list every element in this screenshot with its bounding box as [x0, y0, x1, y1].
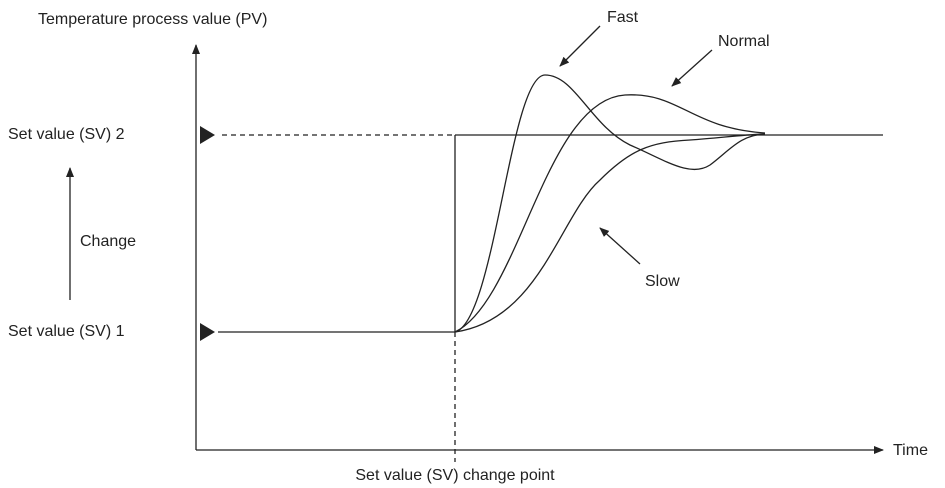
y-axis-label: Temperature process value (PV) — [38, 11, 267, 28]
slow-arrow — [599, 227, 641, 265]
change-label: Change — [80, 233, 136, 250]
slow-label: Slow — [645, 273, 680, 290]
slow-curve — [454, 133, 766, 333]
change-point-label: Set value (SV) change point — [355, 467, 555, 484]
sv1-marker — [200, 323, 215, 341]
fast-curve — [454, 74, 766, 333]
normal-curve — [454, 94, 766, 333]
x-axis-label: Time — [893, 442, 928, 459]
sv1-label: Set value (SV) 1 — [8, 323, 125, 340]
normal-arrow — [671, 49, 713, 87]
normal-label: Normal — [718, 33, 770, 50]
fast-arrow — [559, 25, 601, 67]
sv2-marker — [200, 126, 215, 144]
fast-label: Fast — [607, 9, 639, 26]
sv2-label: Set value (SV) 2 — [8, 126, 125, 143]
